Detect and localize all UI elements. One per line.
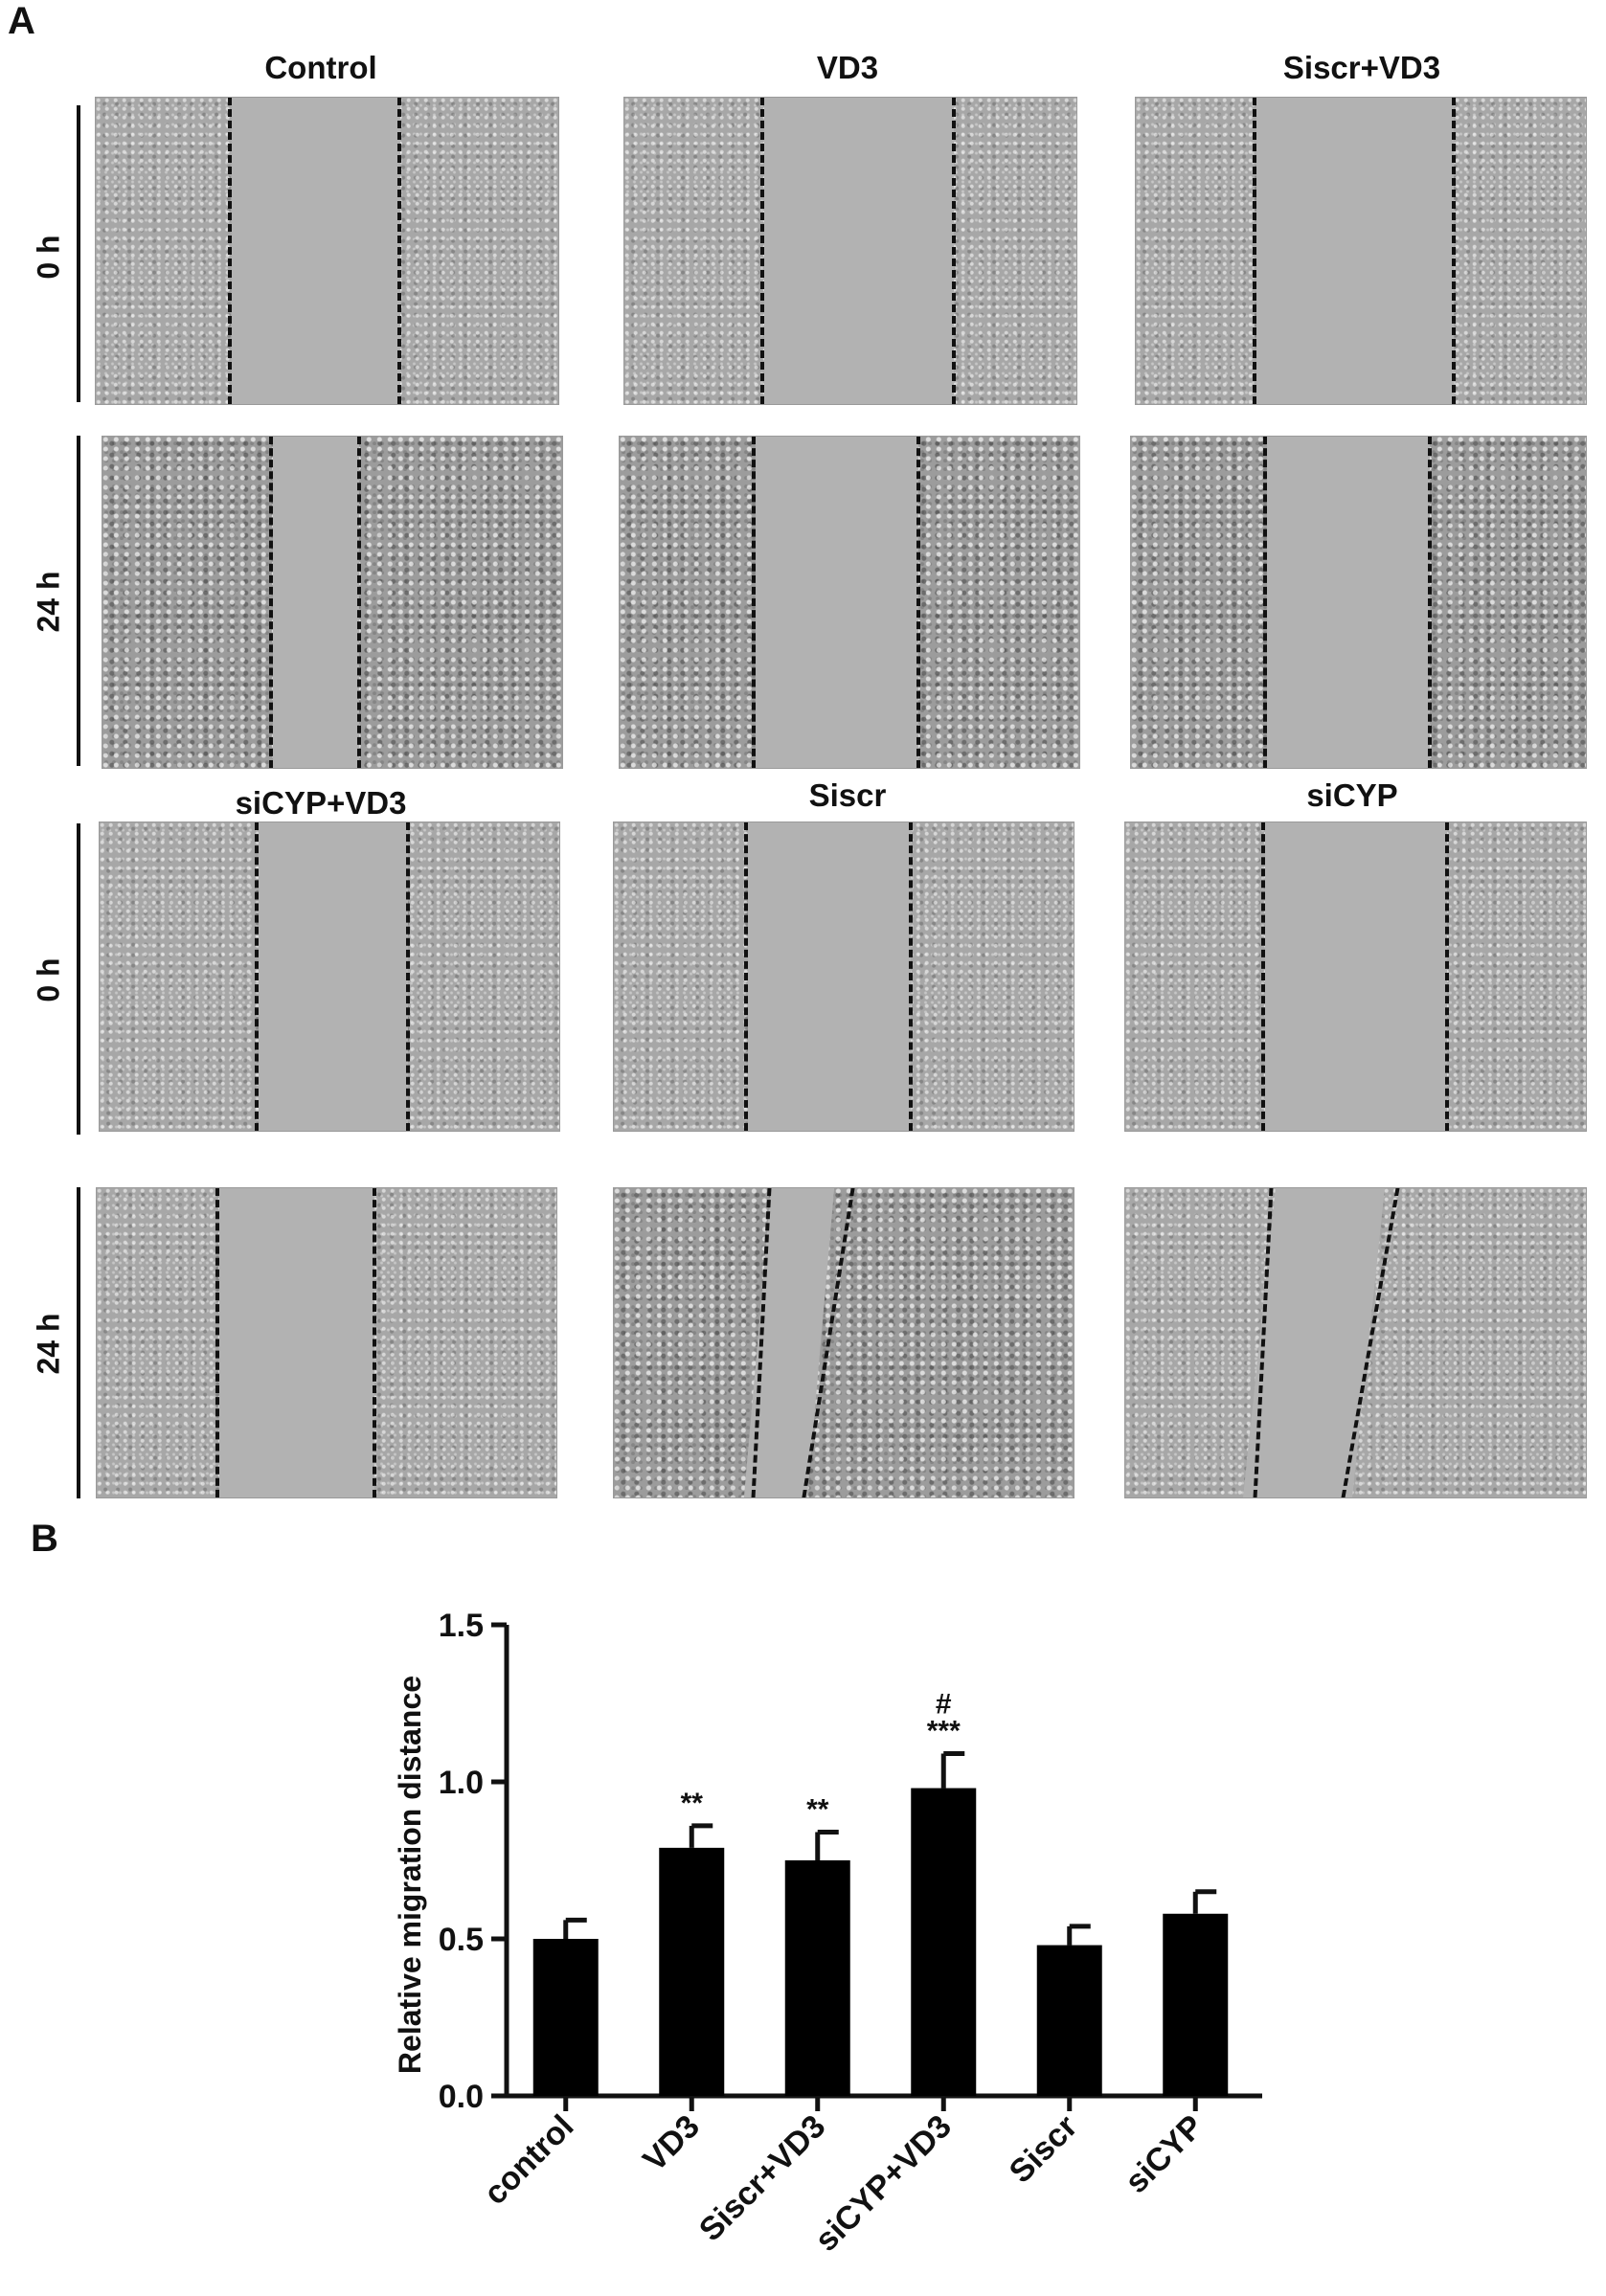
- y-tick-label: 1.5: [439, 1608, 484, 1644]
- title-sicyp-vd3: siCYP+VD3: [235, 785, 407, 821]
- row-bracket: [77, 823, 80, 1135]
- title-sicyp: siCYP: [1306, 777, 1398, 813]
- row-bracket: [77, 1187, 80, 1498]
- panel-a-letter: A: [8, 0, 35, 42]
- bar: [1036, 1945, 1102, 2096]
- bar: [1163, 1913, 1229, 2096]
- y-tick-label: 0.0: [439, 2079, 484, 2115]
- micrograph: [1124, 822, 1587, 1132]
- row-bracket: [77, 436, 80, 766]
- bar: [532, 1939, 599, 2096]
- micrograph: [102, 436, 563, 769]
- micrograph: [619, 436, 1080, 769]
- title-vd3: VD3: [816, 50, 879, 85]
- y-tick-label: 1.0: [439, 1765, 484, 1801]
- x-tick-label: siCYP+VD3: [808, 2108, 959, 2259]
- significance-label: #: [936, 1688, 952, 1720]
- significance-label: **: [681, 1788, 704, 1819]
- title-siscr: Siscr: [808, 777, 887, 813]
- micrograph: [1135, 97, 1587, 405]
- micrograph: [1124, 1187, 1587, 1498]
- micrograph: [96, 1187, 557, 1498]
- micrograph: [613, 822, 1074, 1132]
- y-axis-label: Relative migration distance: [393, 1676, 427, 2074]
- x-tick-label: VD3: [636, 2108, 707, 2179]
- y-tick-label: 0.5: [439, 1922, 484, 1958]
- panel-b-letter: B: [31, 1518, 58, 1560]
- x-tick-label: siCYP: [1119, 2108, 1210, 2200]
- row-bracket: [77, 105, 80, 402]
- bar: [659, 1847, 725, 2096]
- micrograph: [613, 1187, 1074, 1498]
- title-control: Control: [264, 50, 377, 85]
- micrograph: [1130, 436, 1587, 769]
- micrograph: [99, 822, 560, 1132]
- x-tick-label: Siscr: [1003, 2108, 1085, 2191]
- bar: [911, 1788, 977, 2096]
- micrograph: [95, 97, 559, 405]
- bar: [784, 1860, 850, 2096]
- micrograph: [623, 97, 1077, 405]
- x-tick-label: Siscr+VD3: [692, 2108, 832, 2248]
- significance-label: **: [806, 1793, 829, 1825]
- significance-label: ***: [927, 1715, 961, 1746]
- title-siscr-vd3: Siscr+VD3: [1282, 50, 1441, 85]
- x-tick-label: control: [477, 2108, 580, 2212]
